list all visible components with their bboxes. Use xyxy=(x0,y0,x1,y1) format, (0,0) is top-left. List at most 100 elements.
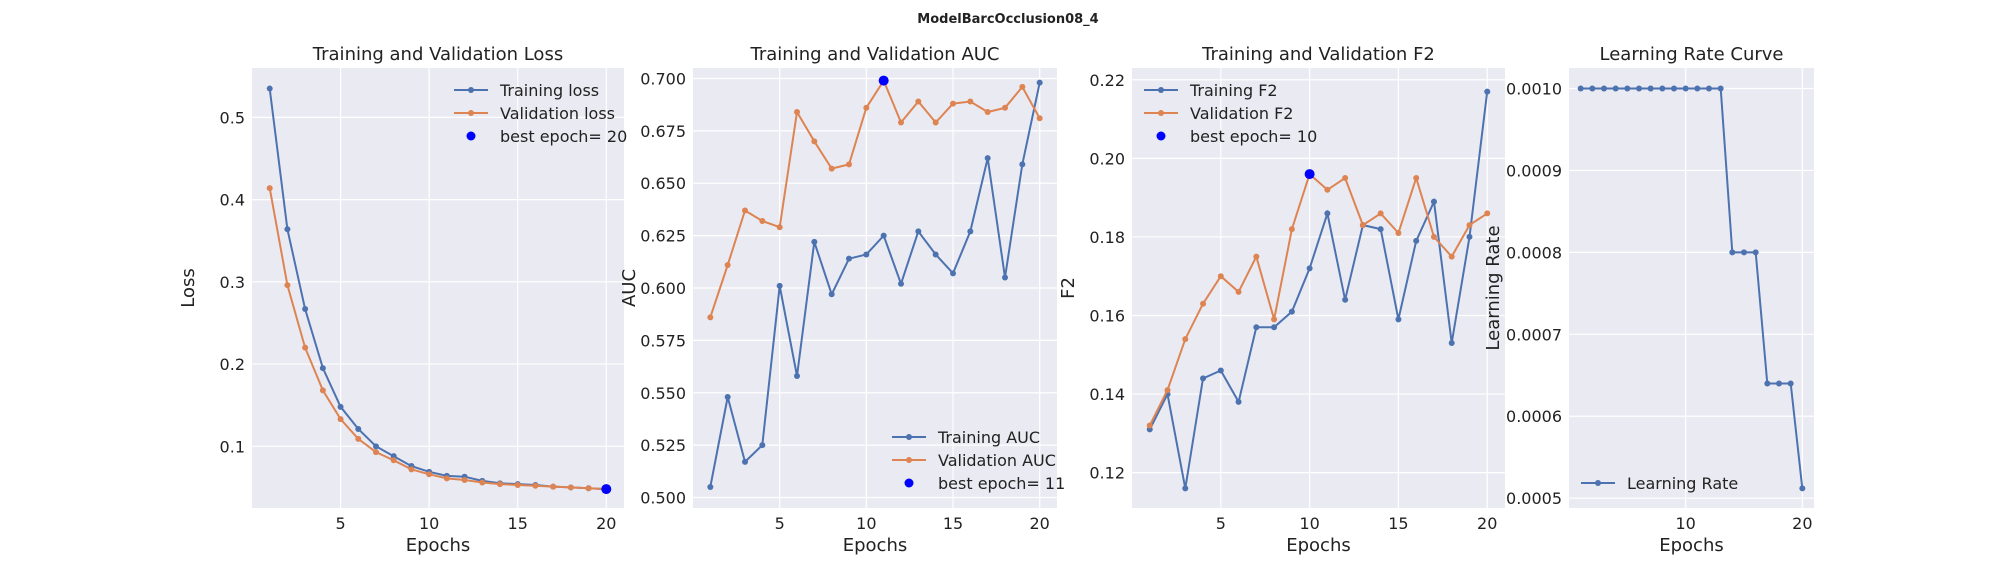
data-point xyxy=(915,228,922,235)
data-point xyxy=(1271,316,1278,323)
data-point xyxy=(1706,85,1712,92)
data-point xyxy=(984,155,991,162)
data-point xyxy=(319,387,326,394)
data-point xyxy=(742,207,748,214)
y-tick-label: 0.550 xyxy=(640,384,686,403)
data-point xyxy=(1395,230,1402,236)
data-point xyxy=(1253,253,1260,260)
data-point xyxy=(1601,85,1607,92)
x-tick-label: 15 xyxy=(1388,514,1408,533)
x-axis-label: Epochs xyxy=(1659,535,1724,556)
data-point xyxy=(1019,83,1026,90)
data-point xyxy=(811,238,818,245)
y-tick-label: 0.20 xyxy=(1089,149,1125,168)
data-point xyxy=(1484,88,1491,95)
data-point xyxy=(1324,210,1331,217)
data-point xyxy=(1217,273,1224,280)
legend: Learning Rate xyxy=(1581,474,1738,493)
data-point xyxy=(1413,175,1420,181)
x-tick-label: 10 xyxy=(1299,514,1319,533)
x-tick-label: 10 xyxy=(419,514,439,533)
data-point xyxy=(1430,233,1437,240)
data-point xyxy=(1484,210,1491,217)
y-axis-label: Loss xyxy=(178,268,199,307)
data-point xyxy=(932,251,939,258)
legend-swatch-marker xyxy=(1158,87,1164,93)
data-point xyxy=(1342,296,1349,303)
data-point xyxy=(355,426,362,433)
legend-swatch-marker xyxy=(906,434,912,440)
data-point xyxy=(1324,186,1331,193)
legend-label: best epoch= 10 xyxy=(1190,127,1317,146)
series-line-2 xyxy=(709,78,1041,318)
data-point xyxy=(1182,485,1189,492)
data-point xyxy=(1466,222,1473,229)
data-point xyxy=(759,442,766,449)
data-point xyxy=(724,393,731,400)
series-line-1 xyxy=(1148,91,1489,489)
data-point xyxy=(846,161,852,168)
legend-label: Training F2 xyxy=(1189,81,1278,100)
data-point xyxy=(390,457,397,464)
legend-swatch-marker xyxy=(1595,480,1601,486)
data-point xyxy=(1694,85,1701,92)
data-point xyxy=(967,228,974,235)
chart-panel-1: 5 10 15 20 0.1 0.2 0.3 0.4 0.5 Training and Valid… xyxy=(178,44,627,556)
y-axis-label: F2 xyxy=(1058,277,1079,299)
y-tick-label: 0.650 xyxy=(640,174,686,193)
chart-title: Training and Validation Loss xyxy=(312,44,563,65)
y-tick-label: 0.0005 xyxy=(1506,489,1562,508)
y-axis-label: Learning Rate xyxy=(1483,225,1504,350)
data-point xyxy=(950,270,956,277)
data-point xyxy=(1200,300,1207,307)
legend-swatch-marker xyxy=(468,87,474,93)
y-tick-label: 0.0006 xyxy=(1506,407,1562,426)
data-point xyxy=(1764,380,1771,387)
chart-title: Training and Validation AUC xyxy=(750,44,1000,65)
data-point xyxy=(1377,226,1384,233)
data-point xyxy=(1271,324,1278,331)
data-point xyxy=(355,435,362,442)
y-tick-label: 0.600 xyxy=(640,279,686,298)
plot-area xyxy=(1132,68,1505,508)
data-point xyxy=(1647,85,1654,92)
legend-label: best epoch= 11 xyxy=(938,474,1065,493)
legend-label: Validation AUC xyxy=(938,451,1056,470)
data-point xyxy=(1036,79,1043,86)
chart-title: Training and Validation F2 xyxy=(1201,44,1435,65)
x-tick-label: 20 xyxy=(1792,514,1812,533)
data-point xyxy=(846,255,852,262)
data-point xyxy=(1741,249,1747,256)
data-point xyxy=(1146,422,1153,429)
data-point xyxy=(863,104,870,111)
y-tick-label: 0.18 xyxy=(1089,228,1125,247)
data-point xyxy=(794,373,800,379)
y-tick-label: 0.500 xyxy=(640,489,686,508)
data-point xyxy=(585,485,592,492)
data-point xyxy=(742,458,748,465)
legend-swatch-best xyxy=(466,131,476,141)
data-point xyxy=(1395,316,1402,323)
data-point xyxy=(898,280,904,287)
data-point xyxy=(373,443,379,450)
y-tick-label: 0.4 xyxy=(220,191,245,210)
data-point xyxy=(532,482,539,489)
data-point xyxy=(1359,222,1366,229)
data-point xyxy=(1624,85,1631,92)
legend-label: Learning Rate xyxy=(1627,474,1738,493)
legend-swatch-marker xyxy=(1158,110,1164,116)
data-point xyxy=(1019,161,1026,168)
data-point xyxy=(1659,85,1666,92)
chart-panels: 5 10 15 20 0.1 0.2 0.3 0.4 0.5 Training and Valid… xyxy=(178,44,1814,556)
data-point xyxy=(337,403,344,410)
legend: Training F2 Validation F2 best epoch= 10 xyxy=(1144,81,1317,146)
data-point xyxy=(759,217,766,224)
data-point xyxy=(337,416,344,423)
data-point xyxy=(1164,387,1171,394)
data-point xyxy=(390,453,397,460)
data-point xyxy=(1799,485,1806,492)
chart-panel-3: 5 10 15 20 0.12 0.14 0.16 0.18 0.20 0.22 Training … xyxy=(1058,44,1505,556)
chart-panel-2: 5 10 15 20 0.500 0.525 0.550 0.575 0.600 0.625 0.6… xyxy=(619,44,1065,556)
series-line-1 xyxy=(709,82,1041,488)
data-point xyxy=(266,85,273,92)
